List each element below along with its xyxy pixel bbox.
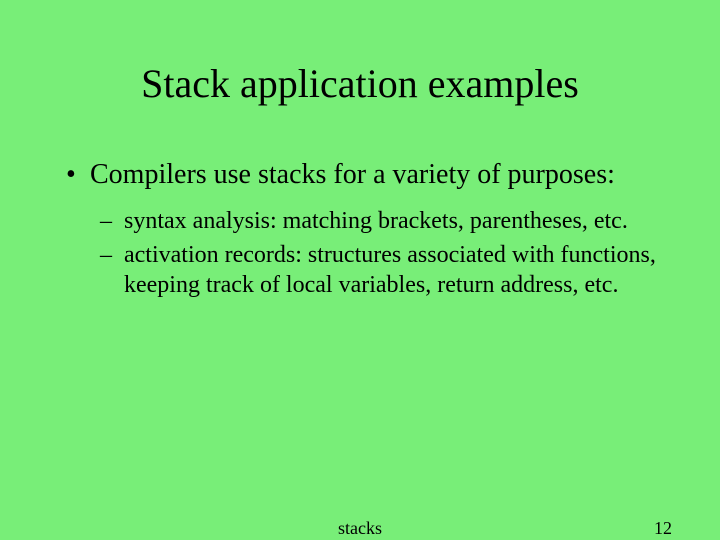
bullet-level2: – activation records: structures associa… bbox=[60, 240, 660, 300]
bullet-marker: – bbox=[100, 240, 124, 270]
bullet-level2: – syntax analysis: matching brackets, pa… bbox=[60, 206, 660, 236]
footer-center-text: stacks bbox=[0, 518, 720, 539]
slide-content: • Compilers use stacks for a variety of … bbox=[0, 127, 720, 300]
bullet-marker: • bbox=[60, 157, 90, 192]
bullet-text: Compilers use stacks for a variety of pu… bbox=[90, 157, 660, 192]
bullet-level1: • Compilers use stacks for a variety of … bbox=[60, 157, 660, 192]
bullet-marker: – bbox=[100, 206, 124, 236]
slide-title: Stack application examples bbox=[0, 0, 720, 127]
bullet-text: activation records: structures associate… bbox=[124, 240, 660, 300]
slide: Stack application examples • Compilers u… bbox=[0, 0, 720, 540]
footer-page-number: 12 bbox=[654, 518, 672, 539]
bullet-text: syntax analysis: matching brackets, pare… bbox=[124, 206, 660, 236]
